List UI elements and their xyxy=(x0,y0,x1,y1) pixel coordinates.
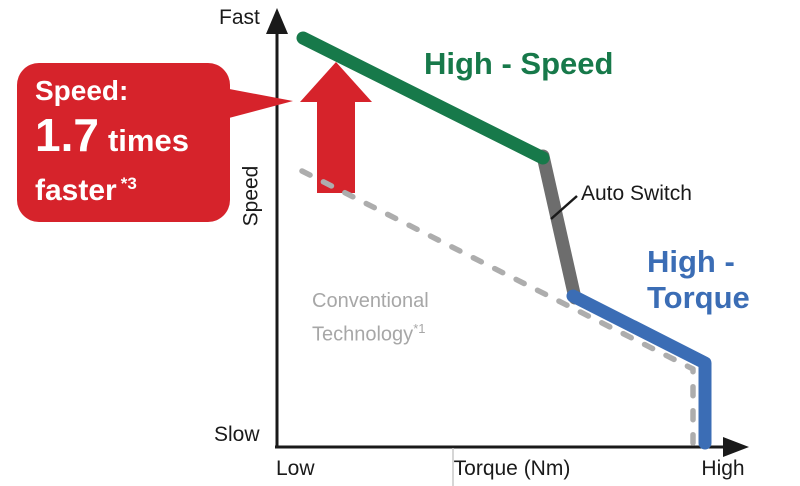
conventional-label-line1: Conventional xyxy=(312,290,429,312)
callout-value-unit: times xyxy=(107,123,189,158)
high-torque-series-label: High - Torque xyxy=(647,244,750,316)
callout-value: 1.7 xyxy=(35,109,99,161)
high-torque-label-line1: High - xyxy=(647,244,735,279)
x-axis-title: Torque (Nm) xyxy=(453,457,571,480)
high-torque-segment xyxy=(566,289,712,450)
callout-faster-line: faster *3 xyxy=(35,167,230,208)
conventional-label-line2: Technology xyxy=(312,323,414,346)
y-axis-title: Speed xyxy=(239,165,263,227)
auto-switch-pointer-line xyxy=(550,195,578,220)
conventional-technology-curve xyxy=(299,168,696,446)
x-axis-min-label: Low xyxy=(276,457,315,480)
callout-faster-text: faster xyxy=(35,174,117,207)
conventional-technology-label: Conventional Technology*1 xyxy=(312,287,429,349)
y-axis-max-label: Fast xyxy=(219,6,260,29)
auto-switch-label: Auto Switch xyxy=(581,182,692,205)
callout-footnote-ref: *3 xyxy=(120,174,137,193)
callout-title: Speed: xyxy=(35,75,129,106)
high-torque-label-line2: Torque xyxy=(647,280,750,315)
speed-increase-arrow xyxy=(300,62,372,193)
callout-value-line: 1.7 times xyxy=(35,109,230,167)
conventional-footnote-ref: *1 xyxy=(413,321,426,336)
high-speed-series-label: High - Speed xyxy=(424,46,614,81)
x-axis-arrowhead xyxy=(723,437,749,457)
high-speed-segment xyxy=(296,31,550,165)
y-axis-min-label: Slow xyxy=(214,423,260,446)
auto-switch-segment xyxy=(536,149,582,305)
x-axis-max-label: High xyxy=(701,457,745,480)
y-axis-arrowhead xyxy=(266,8,288,34)
speed-callout-bubble: Speed: 1.7 times faster *3 xyxy=(17,63,230,222)
